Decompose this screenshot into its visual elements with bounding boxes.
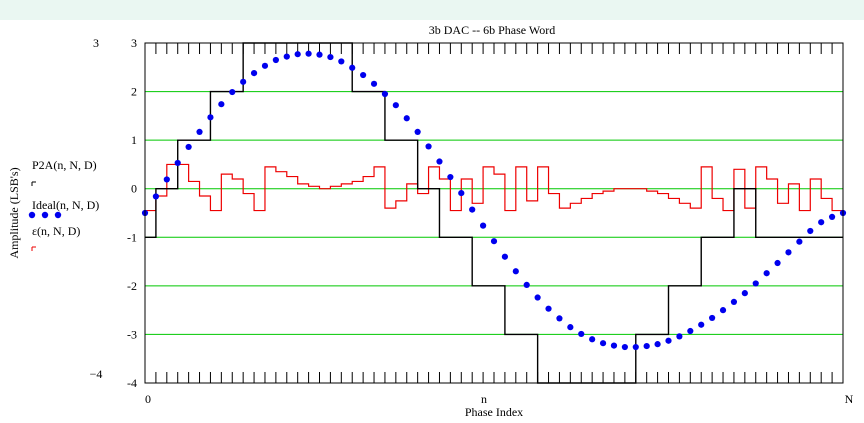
y-tick-label: -1 xyxy=(127,230,137,244)
series-ideal-point xyxy=(229,88,236,96)
series-ideal-point xyxy=(381,90,389,98)
y-tick-label: -4 xyxy=(127,376,137,390)
legend: P2A(n, N, D) Ideal(n, N, D) ε(n, N, D) xyxy=(28,158,99,251)
legend-label-error: ε(n, N, D) xyxy=(32,224,80,238)
series-ideal-point xyxy=(665,337,672,344)
series-error-line xyxy=(145,163,843,212)
series-ideal-point xyxy=(338,58,345,65)
series-ideal-point xyxy=(785,249,792,256)
x-tick-labels: 0 n N xyxy=(145,392,854,406)
legend-label-p2a: P2A(n, N, D) xyxy=(32,158,97,172)
series-ideal-point xyxy=(479,222,487,229)
y-tick-label: -3 xyxy=(127,327,137,341)
series-ideal-point xyxy=(709,314,716,322)
chart-title: 3b DAC -- 6b Phase Word xyxy=(429,23,555,37)
series-ideal-point xyxy=(294,51,301,58)
series-ideal-point xyxy=(818,219,825,226)
series-ideal-point xyxy=(589,336,596,343)
y-tick-label: -2 xyxy=(127,279,137,293)
series-ideal-point xyxy=(316,51,323,58)
series-ideal-point xyxy=(163,176,170,183)
series-ideal-point xyxy=(349,64,356,71)
series-ideal-point xyxy=(599,340,607,347)
y-tick-label: 3 xyxy=(131,36,137,50)
axis-ticks xyxy=(144,43,844,383)
series-ideal-point xyxy=(719,307,727,314)
series-ideal-point xyxy=(240,78,247,85)
series-ideal-point xyxy=(512,268,519,275)
y-axis-top-value: 3 xyxy=(93,36,99,50)
series-ideal-point xyxy=(185,143,192,151)
series-ideal-point xyxy=(796,238,803,245)
series-ideal-point xyxy=(469,206,476,213)
series-ideal-point xyxy=(698,321,705,328)
series-ideal-point xyxy=(654,341,661,348)
x-tick-label: n xyxy=(481,392,487,406)
series-ideal-point xyxy=(425,143,432,150)
y-axis-label: Amplitude (LSB's) xyxy=(7,167,21,258)
series-ideal-point xyxy=(283,53,290,60)
series-ideal-point xyxy=(828,213,836,220)
series-ideal-point xyxy=(567,324,574,331)
series-ideal-point xyxy=(556,315,563,322)
series-ideal-point xyxy=(261,62,269,69)
series-ideal-point xyxy=(643,342,650,350)
series-ideal-point xyxy=(807,227,814,235)
series-ideal-point xyxy=(392,102,399,109)
series-ideal-point xyxy=(610,342,618,349)
series-ideal-point xyxy=(250,70,258,77)
y-axis-bottom-value: −4 xyxy=(90,367,103,381)
series-ideal-point xyxy=(305,50,312,57)
legend-swatch-ideal-dot-3 xyxy=(54,211,62,219)
series-ideal-point xyxy=(752,280,759,287)
series-ideal-point xyxy=(370,80,378,87)
series-ideal-point xyxy=(578,330,585,338)
series-ideal-point xyxy=(360,71,367,79)
series-ideal-point xyxy=(676,333,683,340)
series-ideal-point xyxy=(174,159,181,167)
top-banner-strip xyxy=(0,0,864,20)
plot-area-frame xyxy=(144,42,844,384)
x-tick-label: 0 xyxy=(145,392,151,406)
series-ideal-point xyxy=(534,294,541,301)
series-ideal-point xyxy=(218,101,225,108)
y-tick-label: 2 xyxy=(131,85,137,99)
series-ideal-point xyxy=(730,298,738,305)
y-tick-labels: 3 2 1 0 -1 -2 -3 -4 xyxy=(127,36,137,390)
series-layer xyxy=(141,42,847,384)
series-ideal-point xyxy=(774,259,781,267)
series-ideal-point xyxy=(621,343,628,351)
series-ideal-point xyxy=(523,281,530,288)
legend-swatch-ideal-dot-1 xyxy=(28,211,36,219)
x-tick-label: N xyxy=(845,392,854,406)
series-ideal-point xyxy=(687,327,694,335)
series-ideal-point xyxy=(327,53,334,61)
series-ideal-point xyxy=(763,270,770,277)
series-ideal-point xyxy=(272,56,279,64)
series-ideal-point xyxy=(403,115,410,122)
y-tick-label: 0 xyxy=(131,182,137,196)
series-ideal-point xyxy=(458,189,465,197)
series-ideal-point xyxy=(490,238,498,245)
plot-area-background xyxy=(145,43,843,383)
legend-label-ideal: Ideal(n, N, D) xyxy=(32,198,99,212)
series-ideal-point xyxy=(436,158,443,165)
series-ideal-point xyxy=(207,114,214,121)
legend-swatch-ideal-dot-2 xyxy=(41,211,49,219)
series-ideal-point xyxy=(501,253,509,260)
series-ideal-point xyxy=(741,290,748,297)
series-ideal-point xyxy=(447,173,454,181)
series-ideal-point xyxy=(632,343,639,351)
series-ideal-point xyxy=(414,128,421,135)
series-ideal-point xyxy=(196,128,203,135)
series-ideal-point xyxy=(545,305,552,312)
x-axis-label: Phase Index xyxy=(465,405,523,419)
y-tick-label: 1 xyxy=(131,133,137,147)
series-ideal-point xyxy=(152,193,160,200)
